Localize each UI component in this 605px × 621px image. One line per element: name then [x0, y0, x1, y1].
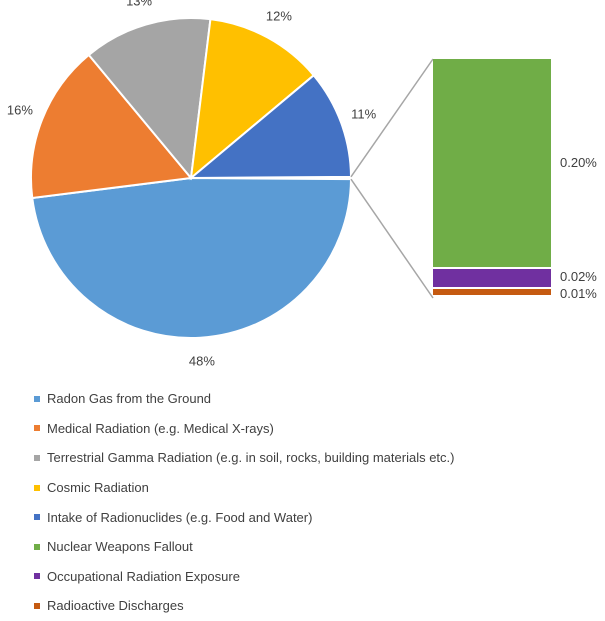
bar-of-pie-chart: 48% 16% 13% 12% 11% 0.20% 0.02% 0.01% [7, 0, 597, 369]
legend-label: Radioactive Discharges [47, 598, 184, 614]
bar-segment-occupational-radiation-exposure [433, 269, 551, 287]
legend-label: Intake of Radionuclides (e.g. Food and W… [47, 509, 313, 525]
legend-swatch [34, 514, 40, 521]
pie-data-label: 48% [189, 354, 215, 369]
legend-item-radon-gas-from-the-ground: Radon Gas from the Ground [34, 384, 454, 414]
bar-segment-nuclear-weapons-fallout [433, 59, 551, 267]
legend-item-occupational-radiation-exposure: Occupational Radiation Exposure [34, 562, 454, 592]
legend-swatch [34, 454, 40, 461]
legend-label: Radon Gas from the Ground [47, 391, 212, 407]
stacked-bar [433, 59, 551, 295]
legend: Radon Gas from the Ground Medical Radiati… [34, 384, 454, 621]
pie-slice-terrestrial-gamma-radiation-e-g-in-soil-rocks-building-materials-etc [87, 16, 212, 181]
legend-item-radioactive-discharges: Radioactive Discharges [34, 591, 454, 621]
legend-item-nuclear-weapons-fallout: Nuclear Weapons Fallout [34, 532, 454, 562]
legend-label: Nuclear Weapons Fallout [47, 539, 193, 555]
legend-label: Occupational Radiation Exposure [47, 568, 240, 584]
pie-data-label: 16% [7, 102, 33, 117]
legend-swatch [34, 573, 40, 580]
legend-swatch [34, 543, 40, 550]
legend-item-terrestrial-gamma-radiation-e-g-in-soil-rocks-building-materials-etc: Terrestrial Gamma Radiation (e.g. in soi… [34, 443, 454, 473]
connector-lines [350, 58, 434, 299]
legend-label: Cosmic Radiation [47, 480, 149, 496]
connector-line-bottom [350, 178, 434, 299]
pie-data-label: 13% [126, 0, 152, 9]
legend-label: Medical Radiation (e.g. Medical X-rays) [47, 420, 274, 436]
pie-slice-cosmic-radiation [189, 18, 316, 181]
pie-slice-medical-radiation-e-g-medical-x-rays [30, 53, 193, 200]
bar-segment-radioactive-discharges [433, 289, 551, 295]
pie-slice-intake-of-radionuclides-e-g-food-and-water [188, 73, 353, 180]
legend-swatch [34, 602, 40, 609]
data-labels: 48% 16% 13% 12% 11% 0.20% 0.02% 0.01% [7, 0, 597, 369]
legend-swatch [34, 395, 40, 402]
pie-data-label: 11% [351, 107, 376, 122]
legend-label: Terrestrial Gamma Radiation (e.g. in soi… [47, 450, 455, 466]
legend-swatch [34, 425, 40, 432]
pie-data-label: 12% [266, 8, 292, 23]
pie-slice-radon-gas-from-the-ground [31, 176, 353, 339]
legend-item-medical-radiation-e-g-medical-x-rays: Medical Radiation (e.g. Medical X-rays) [34, 414, 454, 444]
connector-line-top [350, 58, 434, 178]
pie [30, 16, 353, 339]
legend-swatch [34, 484, 40, 491]
legend-item-intake-of-radionuclides-e-g-food-and-water: Intake of Radionuclides (e.g. Food and W… [34, 502, 454, 532]
legend-item-cosmic-radiation: Cosmic Radiation [34, 473, 454, 503]
bar-data-label: 0.02% [560, 269, 597, 284]
bar-data-label: 0.20% [560, 155, 597, 170]
bar-data-label: 0.01% [560, 286, 597, 301]
